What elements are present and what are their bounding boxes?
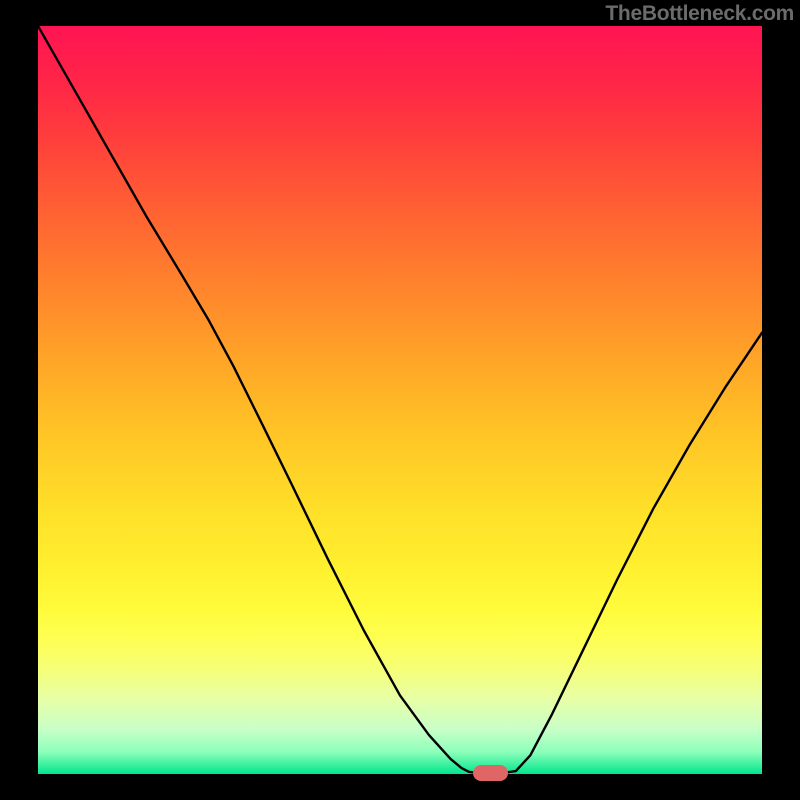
attribution-text: TheBottleneck.com — [605, 2, 794, 26]
chart-plot-area — [38, 26, 762, 774]
bottleneck-curve-path — [38, 26, 762, 773]
optimal-marker — [473, 765, 508, 781]
chart-curve — [38, 26, 762, 774]
